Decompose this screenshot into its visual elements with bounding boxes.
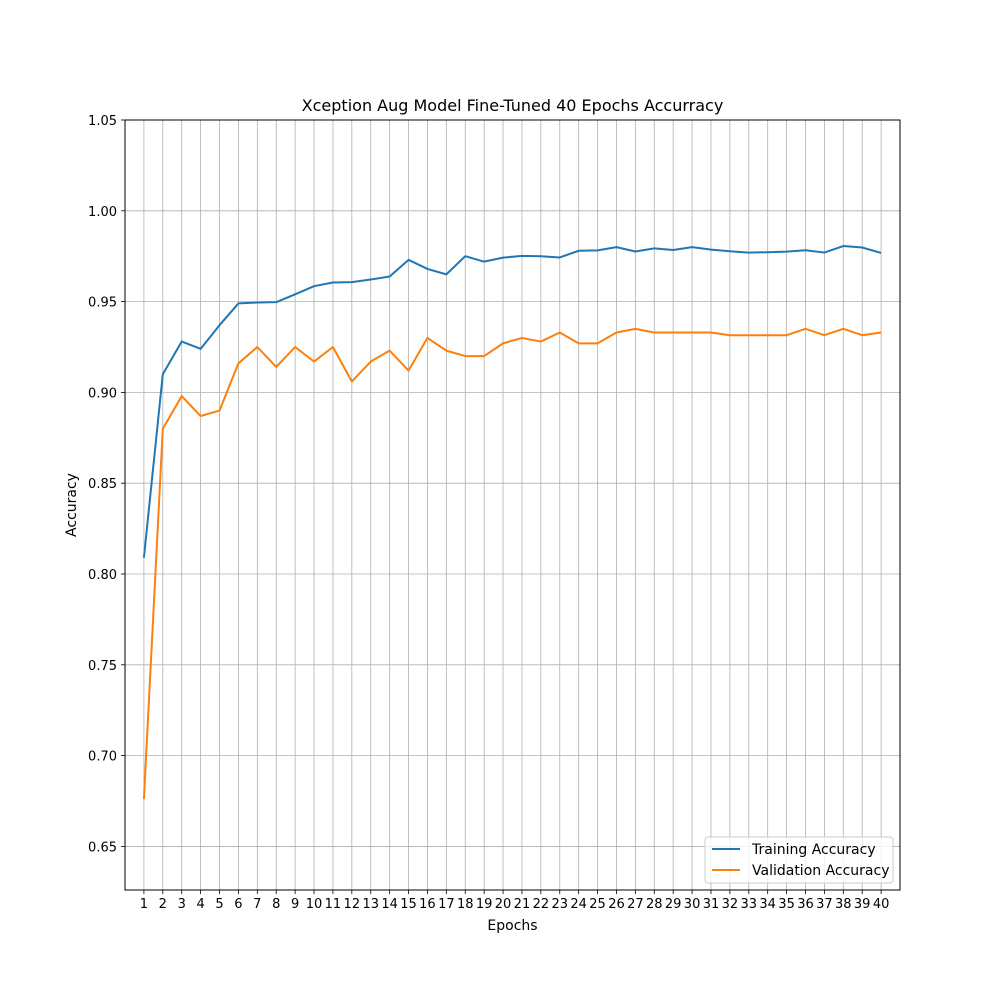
legend: Training Accuracy Validation Accuracy xyxy=(704,836,894,884)
x-tick-label: 32 xyxy=(722,897,739,912)
x-tick-label: 29 xyxy=(665,897,682,912)
x-tick-label: 10 xyxy=(306,897,323,912)
x-tick-label: 30 xyxy=(684,897,701,912)
legend-box xyxy=(704,836,894,884)
x-tick-label: 25 xyxy=(589,897,606,912)
x-tick-label: 23 xyxy=(551,897,568,912)
y-tick-label: 1.00 xyxy=(88,205,117,220)
x-tick-label: 11 xyxy=(325,897,342,912)
y-tick-label: 0.90 xyxy=(88,386,117,401)
x-tick-label: 9 xyxy=(291,897,299,912)
y-tick-label: 0.85 xyxy=(88,477,117,492)
x-tick-label: 7 xyxy=(253,897,261,912)
y-axis-ticks: 0.65 0.70 0.75 0.80 0.85 0.90 0.95 1.00 1.05 xyxy=(88,114,125,855)
x-tick-label: 2 xyxy=(159,897,167,912)
x-tick-label: 22 xyxy=(533,897,550,912)
x-tick-label: 17 xyxy=(438,897,455,912)
y-tick-label: 0.65 xyxy=(88,840,117,855)
x-tick-label: 24 xyxy=(570,897,587,912)
x-tick-label: 38 xyxy=(835,897,852,912)
x-tick-label: 21 xyxy=(514,897,531,912)
x-axis-label: Epochs xyxy=(487,918,537,934)
y-tick-label: 0.80 xyxy=(88,568,117,583)
y-tick-label: 0.75 xyxy=(88,659,117,674)
x-tick-label: 19 xyxy=(476,897,493,912)
series-lines xyxy=(142,245,882,800)
x-tick-label: 36 xyxy=(797,897,814,912)
x-tick-label: 15 xyxy=(400,897,417,912)
x-tick-label: 13 xyxy=(362,897,379,912)
y-tick-label: 0.70 xyxy=(88,750,117,765)
x-tick-label: 33 xyxy=(741,897,758,912)
x-tick-label: 34 xyxy=(759,897,776,912)
y-tick-label: 1.05 xyxy=(88,114,117,129)
x-tick-label: 35 xyxy=(778,897,795,912)
plot-frame xyxy=(124,119,901,891)
x-axis-ticks: 1 2 3 4 5 6 7 8 9 10 11 12 13 14 15 16 17 18 19 20 21 22 23 24 2… xyxy=(140,890,890,912)
legend-label-validation: Validation Accuracy xyxy=(752,863,890,879)
chart-title: Xception Aug Model Fine-Tuned 40 Epochs … xyxy=(302,96,724,115)
x-tick-label: 31 xyxy=(703,897,720,912)
y-tick-label: 0.95 xyxy=(88,296,117,311)
x-tick-label: 3 xyxy=(178,897,186,912)
x-tick-label: 14 xyxy=(381,897,398,912)
x-tick-label: 4 xyxy=(196,897,204,912)
x-tick-label: 8 xyxy=(272,897,280,912)
training-accuracy-line xyxy=(142,245,882,558)
x-tick-label: 18 xyxy=(457,897,474,912)
x-tick-label: 26 xyxy=(608,897,625,912)
x-tick-label: 1 xyxy=(140,897,148,912)
x-tick-label: 12 xyxy=(344,897,361,912)
validation-accuracy-line xyxy=(142,327,882,800)
x-tick-label: 37 xyxy=(816,897,833,912)
x-tick-label: 6 xyxy=(234,897,242,912)
x-tick-label: 28 xyxy=(646,897,663,912)
legend-label-training: Training Accuracy xyxy=(751,842,876,858)
x-tick-label: 16 xyxy=(419,897,436,912)
x-tick-label: 5 xyxy=(215,897,223,912)
x-tick-label: 27 xyxy=(627,897,644,912)
x-tick-label: 39 xyxy=(854,897,871,912)
y-axis-label: Accuracy xyxy=(64,473,80,537)
grid xyxy=(125,119,900,890)
x-tick-label: 40 xyxy=(873,897,890,912)
x-tick-label: 20 xyxy=(495,897,512,912)
